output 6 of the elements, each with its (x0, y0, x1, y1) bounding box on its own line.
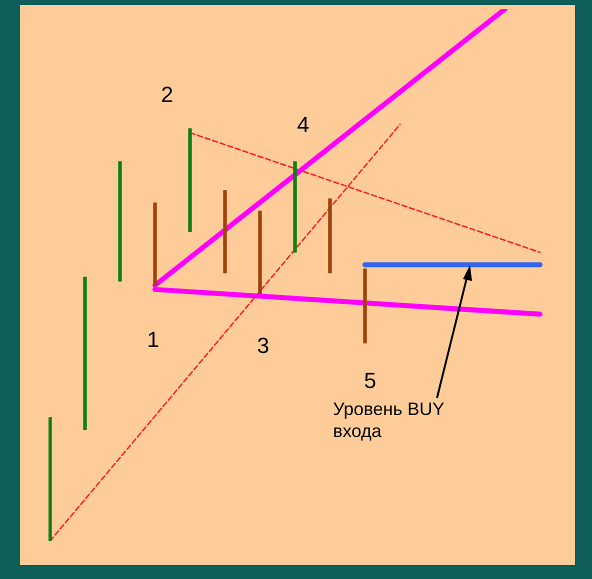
annotation: 1 (147, 327, 160, 352)
annotation: Уровень BUY входа (333, 398, 446, 442)
annotation: 5 (364, 368, 376, 393)
annotation: 3 (257, 333, 270, 358)
annotation: 4 (297, 112, 310, 137)
text: 2 (161, 82, 174, 107)
